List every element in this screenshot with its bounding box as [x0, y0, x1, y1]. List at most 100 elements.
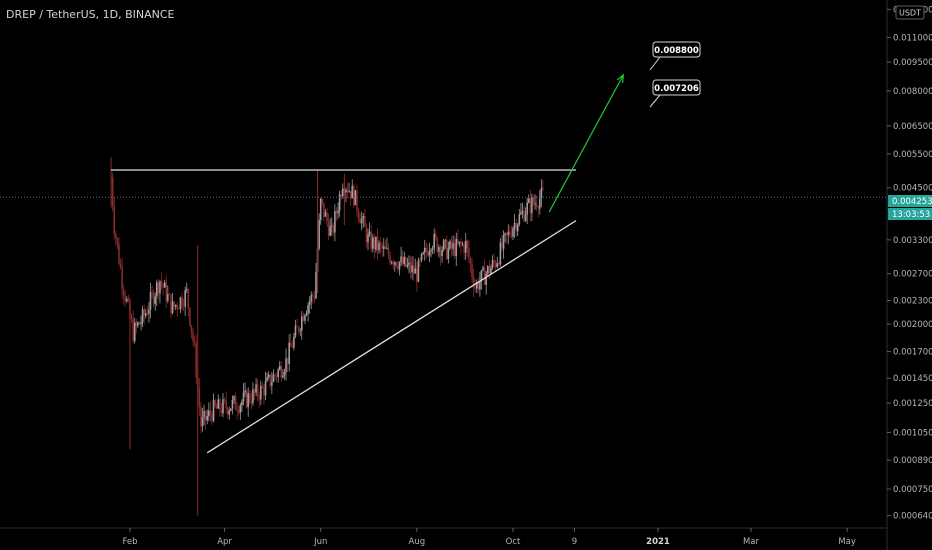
price-axis[interactable]: 0.0130000.0110000.0095000.0080000.006500…	[887, 5, 932, 522]
time-axis[interactable]: Feb Apr Jun Aug Oct 9 2021 Mar May	[122, 528, 856, 547]
drawing-overlays	[0, 73, 887, 454]
candle-body	[288, 342, 290, 364]
candle-body	[157, 282, 160, 294]
candle-body	[133, 322, 136, 342]
candle-body	[237, 411, 240, 413]
candle-body	[364, 215, 366, 227]
candle-body	[532, 197, 535, 204]
candle-body	[403, 257, 406, 265]
candle-body	[313, 296, 316, 299]
candle-body	[409, 262, 412, 273]
candle-body	[203, 411, 205, 417]
candle-body	[167, 294, 169, 301]
candle-body	[512, 228, 514, 237]
candle-body	[170, 294, 172, 313]
candle-body	[195, 343, 197, 378]
candle-body	[312, 294, 314, 297]
candle-body	[393, 262, 396, 265]
candle-body	[181, 297, 183, 307]
candle-body	[485, 273, 488, 285]
candle-body	[349, 191, 352, 199]
candle-body	[299, 330, 302, 332]
candle-body	[359, 217, 361, 224]
candle-body	[529, 198, 532, 214]
candle-body	[277, 369, 279, 377]
callout-target-low[interactable]: 0.007206	[649, 79, 701, 108]
candle-body	[122, 289, 125, 296]
candle-body	[338, 194, 341, 211]
candle-body	[226, 408, 229, 415]
candle-body	[468, 248, 470, 259]
candle-body	[289, 342, 292, 347]
candle-body	[266, 377, 268, 382]
projection-arrow-head	[616, 73, 625, 83]
y-tick-label: 0.000640	[893, 512, 932, 522]
candle-body	[353, 185, 355, 206]
candle-body	[354, 190, 357, 206]
unit-label[interactable]: USDT	[895, 5, 925, 20]
candle-body	[321, 198, 324, 203]
candle-body	[524, 214, 527, 221]
candle-body	[242, 392, 245, 402]
candle-body	[261, 386, 264, 388]
candle-body	[152, 292, 155, 304]
callout-target-low-text: 0.007206	[654, 84, 699, 94]
candle-body	[154, 296, 157, 304]
candle-body	[516, 224, 519, 232]
candle-body	[269, 374, 272, 386]
callout-target-high[interactable]: 0.008800	[649, 41, 701, 71]
candle-body	[124, 295, 127, 302]
candle-body	[208, 410, 210, 417]
candle-body	[422, 252, 424, 254]
candle-body	[223, 399, 226, 401]
candle-body	[387, 247, 390, 256]
candle-body	[479, 281, 481, 290]
candle-body	[386, 247, 388, 249]
candle-body	[414, 268, 417, 274]
candle-body	[144, 313, 147, 316]
candle-body	[504, 233, 506, 236]
y-tick-label: 0.002700	[893, 270, 932, 280]
candle-body	[416, 268, 418, 282]
candle-body	[212, 400, 215, 421]
candle-body	[427, 251, 429, 256]
candle-body	[201, 416, 204, 427]
candle-body	[132, 319, 134, 342]
current-price-tag: 0.004253 13:03:53	[888, 195, 932, 220]
candle-body	[241, 401, 243, 406]
x-tick-label: 9	[572, 537, 577, 547]
candle-body	[116, 237, 119, 244]
candle-body	[297, 326, 300, 332]
candle-body	[515, 223, 517, 232]
candle-body	[258, 396, 261, 400]
candle-body	[534, 202, 536, 204]
candle-body	[143, 309, 145, 316]
candle-body	[370, 231, 372, 249]
candle-body	[271, 381, 273, 386]
candle-body	[318, 220, 320, 249]
candle-body	[392, 262, 395, 265]
candle-body	[130, 316, 133, 320]
candle-body	[189, 307, 191, 326]
candle-body	[171, 301, 174, 313]
candle-body	[215, 405, 218, 409]
candle-body	[502, 235, 505, 249]
candle-body	[329, 226, 331, 236]
candle-body	[330, 225, 333, 227]
candle-body	[211, 414, 213, 421]
candle-body	[315, 271, 317, 299]
candle-body	[382, 246, 385, 249]
x-tick-label: Aug	[409, 537, 426, 547]
y-tick-label: 0.000750	[893, 485, 932, 495]
candle-body	[230, 408, 232, 411]
candle-body	[351, 185, 354, 199]
candle-body	[379, 242, 382, 245]
candle-body	[371, 237, 374, 249]
candle-body	[447, 248, 450, 260]
candle-body	[190, 325, 193, 333]
candle-body	[362, 215, 365, 219]
symbol-title: DREP / TetherUS, 1D, BINANCE	[6, 8, 175, 21]
candle-body	[474, 287, 476, 289]
x-tick-label: 2021	[646, 537, 670, 547]
